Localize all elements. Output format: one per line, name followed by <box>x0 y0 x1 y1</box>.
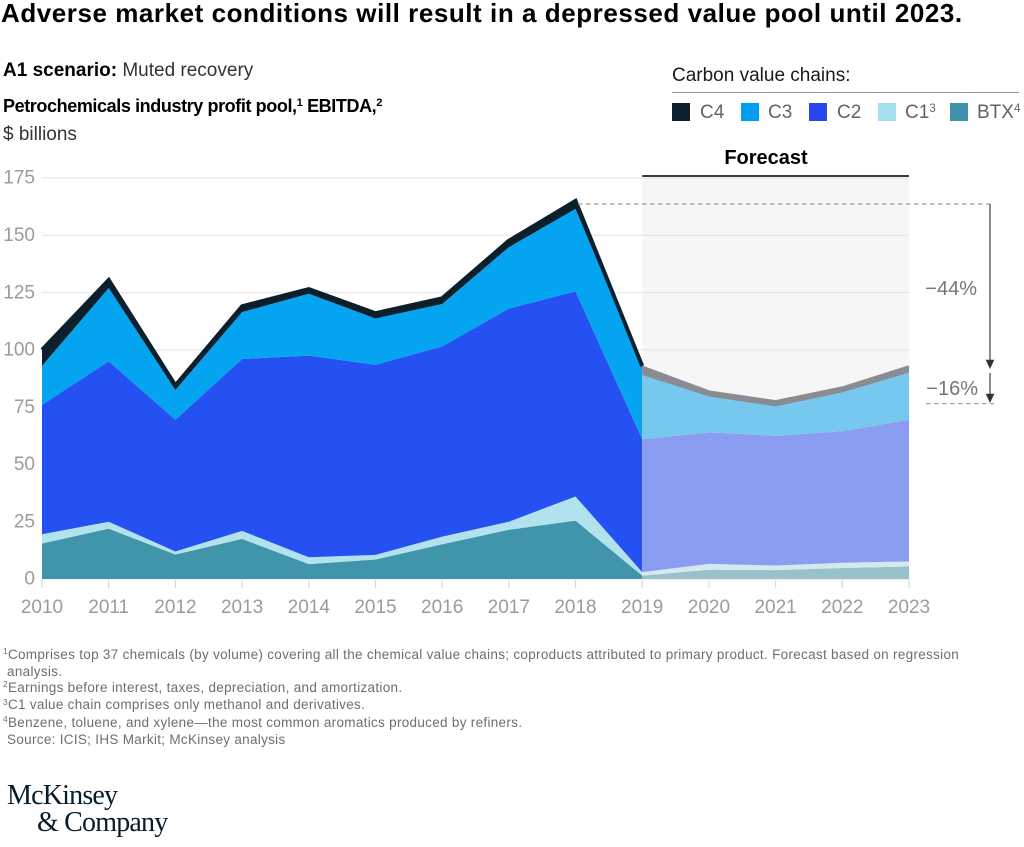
svg-text:2023: 2023 <box>888 597 930 618</box>
svg-text:2016: 2016 <box>421 597 463 618</box>
svg-text:175: 175 <box>3 168 35 189</box>
svg-text:2011: 2011 <box>88 597 129 618</box>
svg-text:−16%: −16% <box>926 378 978 400</box>
svg-text:2012: 2012 <box>154 597 196 618</box>
svg-text:2013: 2013 <box>221 597 263 618</box>
svg-text:2021: 2021 <box>754 597 796 618</box>
svg-text:2010: 2010 <box>21 597 63 618</box>
svg-text:2022: 2022 <box>821 597 863 618</box>
svg-text:125: 125 <box>3 282 35 303</box>
svg-text:Forecast: Forecast <box>724 147 808 169</box>
svg-text:2017: 2017 <box>488 597 530 618</box>
svg-text:0: 0 <box>24 569 35 590</box>
svg-text:100: 100 <box>3 340 35 361</box>
svg-text:150: 150 <box>3 225 35 246</box>
svg-text:−44%: −44% <box>925 278 977 300</box>
svg-text:25: 25 <box>14 511 35 532</box>
svg-text:75: 75 <box>14 397 35 418</box>
svg-text:2020: 2020 <box>688 597 730 618</box>
svg-text:2019: 2019 <box>621 597 663 618</box>
svg-text:2014: 2014 <box>288 597 331 618</box>
svg-text:50: 50 <box>14 454 35 475</box>
svg-text:2015: 2015 <box>354 597 396 618</box>
svg-text:2018: 2018 <box>554 597 596 618</box>
